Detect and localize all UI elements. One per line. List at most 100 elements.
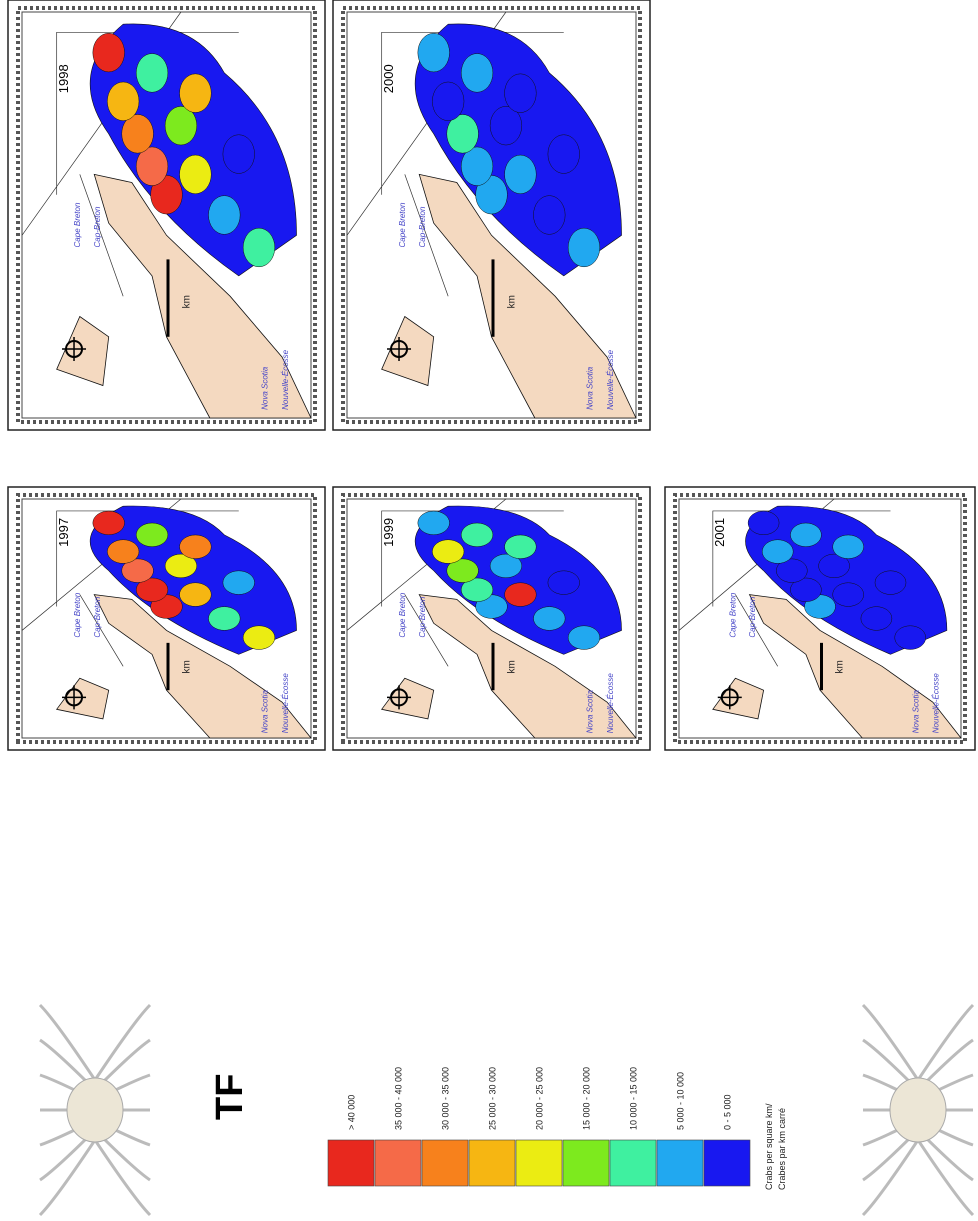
density-patch <box>107 540 139 564</box>
crab-body <box>67 1078 123 1142</box>
scale-bar <box>492 259 495 336</box>
legend-label: 35 000 - 40 000 <box>394 1067 404 1130</box>
map-panel: km Nova Scotia Nouvelle-Écosse Cape Breton C… <box>8 0 325 430</box>
density-patch <box>93 511 125 535</box>
legend-label: 0 - 5 000 <box>723 1094 733 1130</box>
place-label: Cape Breton <box>73 592 82 637</box>
density-patch <box>548 135 580 174</box>
place-label: Cape Breton <box>398 202 407 247</box>
scale-unit: km <box>507 660 518 673</box>
density-patch <box>208 196 240 235</box>
legend-label: 10 000 - 15 000 <box>629 1067 639 1130</box>
map-panel: km Nova Scotia Nouvelle-Écosse Cape Breton C… <box>665 487 975 750</box>
legend-label: 5 000 - 10 000 <box>676 1072 686 1130</box>
density-patch <box>748 511 779 535</box>
figure: TF km Nova Scotia Nouvelle-Écosse Cape Bret… <box>0 0 978 1221</box>
legend-swatch <box>422 1140 468 1186</box>
legend-units: Crabs per square km/ <box>764 1103 774 1190</box>
density-patch <box>568 228 600 267</box>
density-patch <box>418 511 450 535</box>
map-panel: km Nova Scotia Nouvelle-Écosse Cape Breton C… <box>333 0 650 430</box>
density-patch <box>833 535 864 559</box>
figure-title: TF <box>209 1074 251 1120</box>
place-label: Nova Scotia <box>912 690 921 734</box>
legend-swatch <box>328 1140 374 1186</box>
density-patch <box>107 82 139 121</box>
place-label: Cap-Breton <box>93 596 102 637</box>
crab-illustration <box>863 1005 973 1215</box>
density-patch <box>432 540 464 564</box>
scale-unit: km <box>507 295 518 308</box>
legend-swatch <box>516 1140 562 1186</box>
panel-year: 2001 <box>712 518 727 547</box>
place-label: Nova Scotia <box>586 366 595 410</box>
density-patch <box>505 74 537 113</box>
density-patch <box>895 626 926 650</box>
place-label: Cap-Breton <box>748 596 757 637</box>
place-label: Nova Scotia <box>586 690 595 734</box>
density-patch <box>180 535 212 559</box>
density-patch <box>548 571 580 595</box>
legend-swatch <box>704 1140 750 1186</box>
density-patch <box>180 155 212 194</box>
density-patch <box>418 33 450 72</box>
density-patch <box>505 535 537 559</box>
density-patch <box>505 155 537 194</box>
density-patch <box>243 626 275 650</box>
legend-label: 20 000 - 25 000 <box>535 1067 545 1130</box>
density-patch <box>223 571 255 595</box>
legend-label: 15 000 - 20 000 <box>582 1067 592 1130</box>
place-label: Nova Scotia <box>261 366 270 410</box>
density-patch <box>505 583 537 607</box>
scale-unit: km <box>182 660 193 673</box>
place-label: Nouvelle-Écosse <box>606 673 615 734</box>
panel-year: 1997 <box>56 518 71 547</box>
density-patch <box>432 82 464 121</box>
place-label: Nouvelle-Écosse <box>281 349 290 410</box>
scale-bar <box>820 643 823 690</box>
panel-year: 1998 <box>56 64 71 93</box>
panel-year: 2000 <box>381 64 396 93</box>
legend-label: > 40 000 <box>347 1095 357 1130</box>
legend-swatch <box>563 1140 609 1186</box>
place-label: Cape Breton <box>73 202 82 247</box>
place-label: Nouvelle-Écosse <box>931 673 940 734</box>
place-label: Nouvelle-Écosse <box>606 349 615 410</box>
density-patch <box>533 196 565 235</box>
crab-body <box>890 1078 946 1142</box>
legend-swatch <box>610 1140 656 1186</box>
scale-bar <box>167 643 170 690</box>
place-label: Nova Scotia <box>261 690 270 734</box>
density-patch <box>243 228 275 267</box>
density-patch <box>208 607 240 631</box>
density-patch <box>861 607 892 631</box>
legend-label: 25 000 - 30 000 <box>488 1067 498 1130</box>
density-patch <box>833 583 864 607</box>
crab-leg <box>40 1005 150 1080</box>
legend-label: 30 000 - 35 000 <box>441 1067 451 1130</box>
density-patch <box>875 571 906 595</box>
legend-units: Crabes par km carré <box>777 1108 787 1190</box>
legend-swatch <box>469 1140 515 1186</box>
scale-bar <box>167 259 170 336</box>
place-label: Cape Breton <box>728 592 737 637</box>
density-patch <box>136 54 168 93</box>
density-patch <box>533 607 565 631</box>
crab-leg <box>863 1005 973 1080</box>
density-patch <box>461 523 493 547</box>
density-patch <box>180 583 212 607</box>
place-label: Cap-Breton <box>93 206 102 247</box>
density-patch <box>568 626 600 650</box>
density-patch <box>93 33 125 72</box>
scale-unit: km <box>182 295 193 308</box>
density-patch <box>136 523 168 547</box>
density-patch <box>180 74 212 113</box>
scale-unit: km <box>835 660 846 673</box>
crab-leg <box>863 1140 973 1215</box>
density-patch <box>223 135 255 174</box>
density-patch <box>461 54 493 93</box>
place-label: Cap-Breton <box>418 206 427 247</box>
density-patch <box>762 540 793 564</box>
